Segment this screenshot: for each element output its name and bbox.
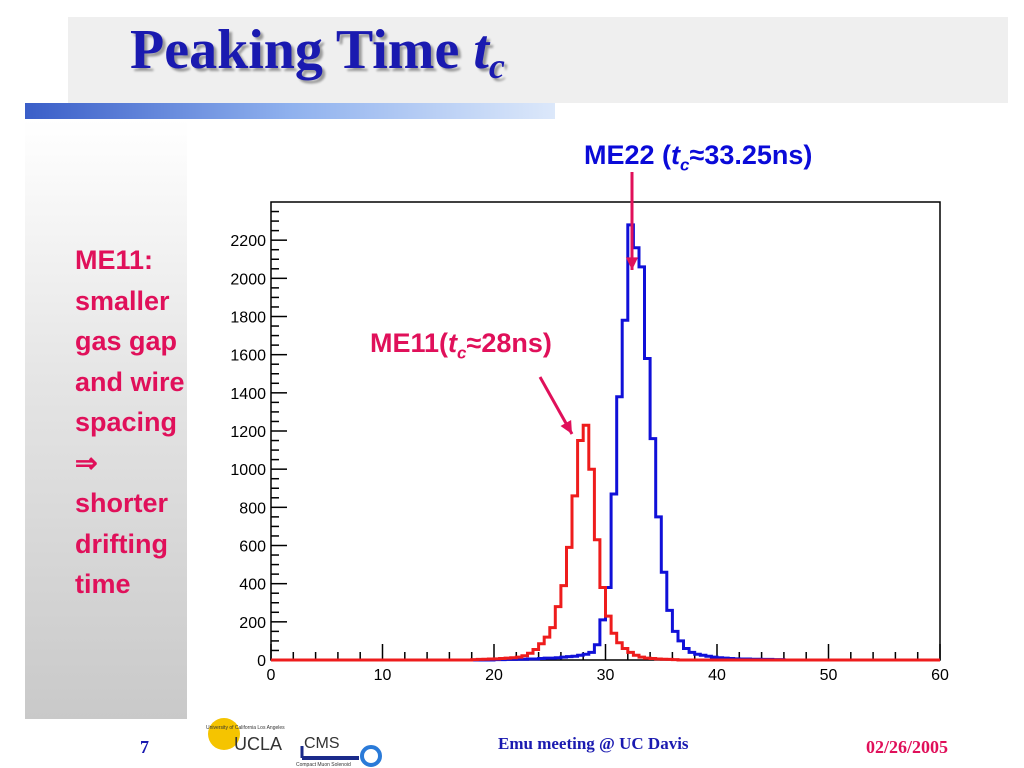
- y-tick-label: 1000: [230, 462, 266, 479]
- me22-arrow-head: [625, 257, 639, 270]
- y-tick-label: 2200: [230, 233, 266, 250]
- y-tick-label: 1400: [230, 386, 266, 403]
- cms-ring-icon: [360, 745, 382, 767]
- side-panel: [25, 119, 187, 719]
- y-tick-label: 400: [239, 577, 266, 594]
- y-tick-label: 200: [239, 615, 266, 632]
- y-tick-label: 0: [257, 653, 266, 670]
- ucla-sun-icon: [208, 718, 240, 750]
- x-tick-label: 10: [374, 667, 392, 684]
- side-note-line: ⇒: [75, 447, 98, 478]
- side-note-line: spacing: [75, 407, 178, 437]
- ucla-text: UCLA: [234, 734, 282, 754]
- title-band: [68, 17, 1008, 103]
- cms-subtitle: Compact Muon Solenoid: [296, 762, 351, 768]
- footer-date: 02/26/2005: [866, 737, 949, 757]
- series-me11: [271, 423, 940, 662]
- y-tick-label: 2000: [230, 271, 266, 288]
- y-tick-label: 1600: [230, 348, 266, 365]
- x-tick-label: 60: [931, 667, 949, 684]
- side-note: ME11: smaller gas gap and wire spacing ⇒…: [75, 240, 235, 605]
- x-tick-label: 0: [267, 667, 276, 684]
- y-tick-label: 1200: [230, 424, 266, 441]
- side-note-line: ME11:: [75, 245, 154, 275]
- y-tick-label: 600: [239, 539, 266, 556]
- side-note-line: shorter: [75, 488, 169, 518]
- side-note-line: time: [75, 569, 131, 599]
- ucla-top-text: University of California Los Angeles: [206, 725, 285, 731]
- side-note-line: drifting: [75, 528, 168, 559]
- ucla-cms-logo: University of California Los Angeles UCL…: [206, 718, 382, 768]
- y-tick-label: 800: [239, 500, 266, 517]
- slide-title: Peaking Time tc: [130, 19, 505, 86]
- x-tick-label: 50: [820, 667, 838, 684]
- me11-arrow-head: [560, 420, 572, 434]
- x-tick-label: 30: [597, 667, 615, 684]
- x-tick-label: 40: [708, 667, 726, 684]
- side-note-line: and wire: [75, 366, 185, 397]
- side-note-line: gas gap: [75, 326, 178, 356]
- page-number: 7: [140, 737, 149, 757]
- me22-annotation: ME22 (tc≈33.25ns): [584, 140, 813, 175]
- side-note-line: smaller: [75, 285, 170, 316]
- footer-meeting: Emu meeting @ UC Davis: [498, 734, 689, 753]
- cms-text: CMS: [304, 735, 340, 752]
- x-tick-label: 20: [485, 667, 503, 684]
- me11-annotation: ME11(tc≈28ns): [370, 328, 552, 363]
- title-accent-bar: [25, 103, 555, 119]
- y-tick-label: 1800: [230, 310, 266, 327]
